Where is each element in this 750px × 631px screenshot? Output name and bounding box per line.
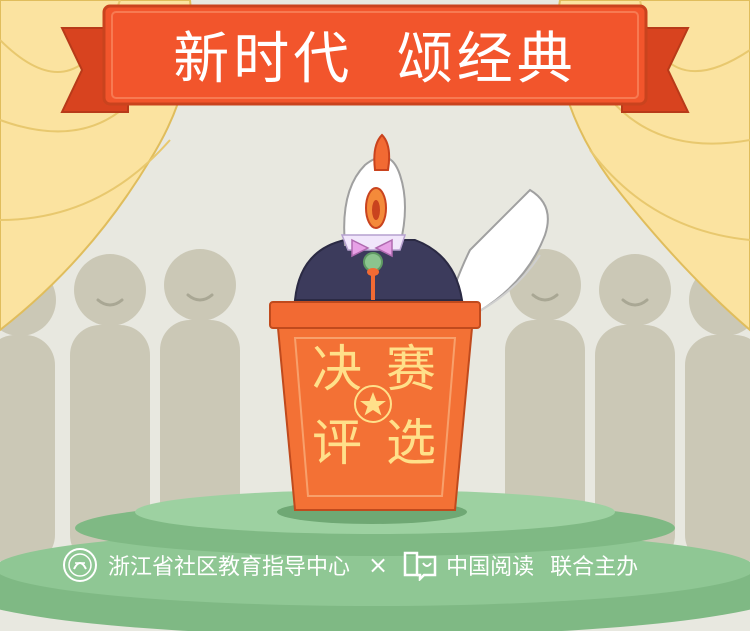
rooster-speaker bbox=[293, 133, 549, 332]
title-banner bbox=[60, 4, 690, 113]
china-reading-logo-icon bbox=[403, 551, 437, 581]
organizer-credits: 浙江省社区教育指导中心 × 中国阅读 联合主办 bbox=[62, 545, 702, 585]
podium-text-ping: 评 bbox=[312, 414, 362, 472]
audience-member bbox=[70, 254, 150, 565]
audience-faces bbox=[96, 293, 649, 307]
podium-text-sai: 赛 bbox=[386, 340, 436, 398]
podium-text-xuan: 选 bbox=[386, 414, 436, 472]
organizer-name: 浙江省社区教育指导中心 bbox=[108, 555, 351, 580]
podium bbox=[269, 301, 481, 524]
co-host-suffix: 联合主办 bbox=[550, 555, 639, 580]
star-icon bbox=[360, 392, 386, 416]
audience-member bbox=[595, 254, 675, 565]
banner-title: 新时代 颂经典 bbox=[173, 26, 577, 92]
zhejiang-community-education-emblem-icon bbox=[63, 548, 97, 582]
partner-name: 中国阅读 bbox=[446, 555, 535, 580]
separator: × bbox=[368, 551, 389, 579]
stage-platform bbox=[0, 490, 750, 631]
podium-text-jue: 决 bbox=[312, 340, 362, 398]
